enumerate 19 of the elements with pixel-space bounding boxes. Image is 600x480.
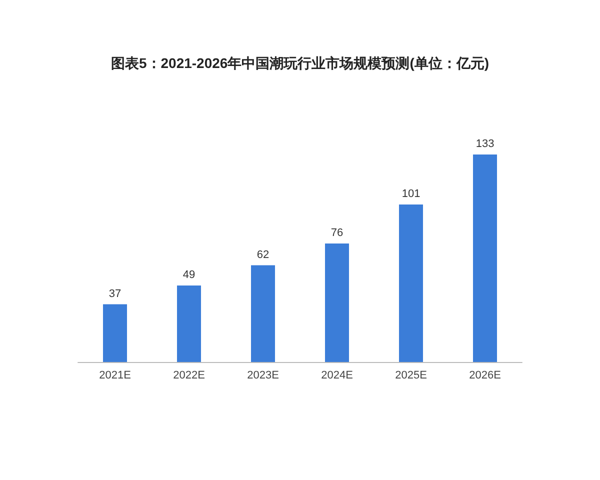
x-tick-label: 2025E bbox=[395, 370, 427, 382]
x-tick-label: 2024E bbox=[321, 370, 353, 382]
bar bbox=[473, 154, 497, 362]
bar bbox=[399, 204, 423, 362]
x-tick-label: 2022E bbox=[173, 370, 205, 382]
data-label: 62 bbox=[256, 248, 270, 261]
data-label: 76 bbox=[330, 226, 344, 239]
bar bbox=[177, 286, 201, 362]
data-label: 133 bbox=[476, 138, 494, 150]
chart-title: 图表5：2021-2026年中国潮玩行业市场规模预测(单位：亿元) bbox=[110, 55, 490, 71]
bar bbox=[103, 304, 127, 362]
x-tick-label: 2021E bbox=[99, 370, 131, 382]
x-tick-label: 2023E bbox=[247, 370, 279, 382]
bar bbox=[251, 265, 275, 362]
bar bbox=[325, 243, 349, 362]
x-tick-label: 2026E bbox=[469, 370, 501, 382]
data-label: 49 bbox=[182, 269, 196, 282]
data-label: 101 bbox=[402, 188, 420, 200]
data-label: 37 bbox=[108, 288, 122, 300]
